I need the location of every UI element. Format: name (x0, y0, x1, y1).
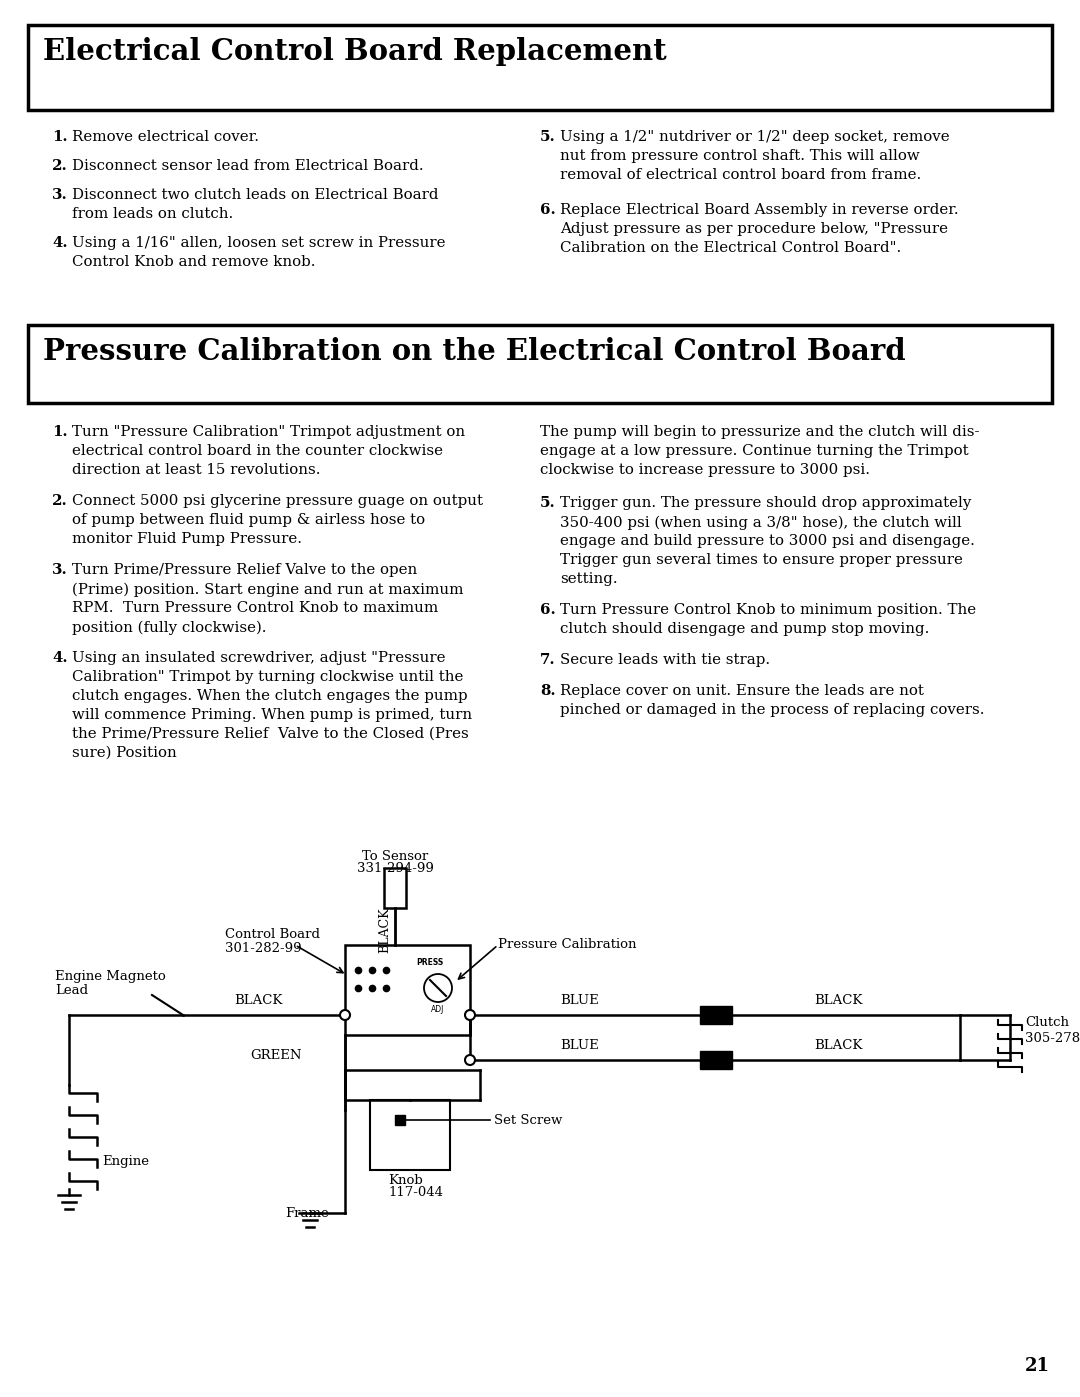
Text: Trigger gun. The pressure should drop approximately
350-400 psi (when using a 3/: Trigger gun. The pressure should drop ap… (561, 496, 975, 587)
Bar (700, 1051, 732, 1069)
Text: Control Board: Control Board (225, 928, 320, 942)
Text: 2.: 2. (52, 495, 68, 509)
Text: 4.: 4. (52, 236, 68, 250)
Text: Clutch: Clutch (1025, 1017, 1069, 1030)
Text: BLUE: BLUE (561, 1039, 599, 1052)
Text: Pressure Calibration on the Electrical Control Board: Pressure Calibration on the Electrical C… (43, 337, 906, 366)
Text: BLACK: BLACK (814, 1039, 862, 1052)
Text: BLUE: BLUE (561, 995, 599, 1007)
Text: Disconnect two clutch leads on Electrical Board
from leads on clutch.: Disconnect two clutch leads on Electrica… (72, 189, 438, 221)
Text: 305-278: 305-278 (1025, 1032, 1080, 1045)
Text: PRESS: PRESS (417, 958, 444, 967)
Bar (28, 25, 1052, 110)
Bar (370, 1099, 450, 1171)
Text: 331-294-99: 331-294-99 (356, 862, 433, 875)
Bar (28, 326, 1052, 402)
Text: Disconnect sensor lead from Electrical Board.: Disconnect sensor lead from Electrical B… (72, 159, 423, 173)
Text: Using a 1/2" nutdriver or 1/2" deep socket, remove
nut from pressure control sha: Using a 1/2" nutdriver or 1/2" deep sock… (561, 130, 949, 182)
Circle shape (424, 974, 453, 1002)
Text: The pump will begin to pressurize and the clutch will dis-
engage at a low press: The pump will begin to pressurize and th… (540, 425, 980, 476)
Text: 7.: 7. (540, 652, 555, 666)
Text: Turn "Pressure Calibration" Trimpot adjustment on
electrical control board in th: Turn "Pressure Calibration" Trimpot adju… (72, 425, 465, 476)
Text: Replace Electrical Board Assembly in reverse order.
Adjust pressure as per proce: Replace Electrical Board Assembly in rev… (561, 203, 959, 254)
Text: Remove electrical cover.: Remove electrical cover. (72, 130, 259, 144)
Text: 1.: 1. (52, 130, 68, 144)
Text: 5.: 5. (540, 130, 556, 144)
Text: 8.: 8. (540, 685, 555, 698)
Text: 4.: 4. (52, 651, 68, 665)
Text: Engine: Engine (102, 1155, 149, 1168)
Text: Turn Pressure Control Knob to minimum position. The
clutch should disengage and : Turn Pressure Control Knob to minimum po… (561, 604, 976, 636)
Text: BLACK: BLACK (378, 907, 391, 953)
Text: 3.: 3. (52, 189, 68, 203)
Text: 6.: 6. (540, 604, 556, 617)
Text: BLACK: BLACK (814, 995, 862, 1007)
Bar (345, 944, 470, 1035)
Text: GREEN: GREEN (249, 1049, 301, 1062)
Bar (384, 868, 406, 908)
Text: Engine Magneto: Engine Magneto (55, 970, 165, 983)
Text: Knob: Knob (388, 1173, 422, 1187)
Text: Set Screw: Set Screw (494, 1113, 563, 1126)
Text: 5.: 5. (540, 496, 556, 510)
Circle shape (340, 1010, 350, 1020)
Text: Turn Prime/Pressure Relief Valve to the open
(Prime) position. Start engine and : Turn Prime/Pressure Relief Valve to the … (72, 563, 463, 636)
Bar (700, 1006, 732, 1024)
Text: Using an insulated screwdriver, adjust "Pressure
Calibration" Trimpot by turning: Using an insulated screwdriver, adjust "… (72, 651, 472, 760)
Text: Frame: Frame (285, 1207, 328, 1220)
Text: 3.: 3. (52, 563, 68, 577)
Text: 21: 21 (1025, 1356, 1050, 1375)
Text: BLACK: BLACK (233, 995, 282, 1007)
Text: 301-282-99: 301-282-99 (225, 942, 301, 956)
Text: Pressure Calibration: Pressure Calibration (498, 937, 636, 951)
Text: Replace cover on unit. Ensure the leads are not
pinched or damaged in the proces: Replace cover on unit. Ensure the leads … (561, 685, 985, 717)
Text: Electrical Control Board Replacement: Electrical Control Board Replacement (43, 36, 666, 66)
Text: 117-044: 117-044 (388, 1186, 443, 1199)
Text: Lead: Lead (55, 983, 89, 997)
Text: Secure leads with tie strap.: Secure leads with tie strap. (561, 652, 770, 666)
Text: 6.: 6. (540, 203, 556, 217)
Circle shape (465, 1010, 475, 1020)
Circle shape (465, 1055, 475, 1065)
Text: Connect 5000 psi glycerine pressure guage on output
of pump between fluid pump &: Connect 5000 psi glycerine pressure guag… (72, 495, 483, 546)
Text: To Sensor: To Sensor (362, 849, 428, 863)
Text: ADJ: ADJ (431, 1004, 445, 1014)
Text: Using a 1/16" allen, loosen set screw in Pressure
Control Knob and remove knob.: Using a 1/16" allen, loosen set screw in… (72, 236, 446, 270)
Text: 1.: 1. (52, 425, 68, 439)
Text: 2.: 2. (52, 159, 68, 173)
